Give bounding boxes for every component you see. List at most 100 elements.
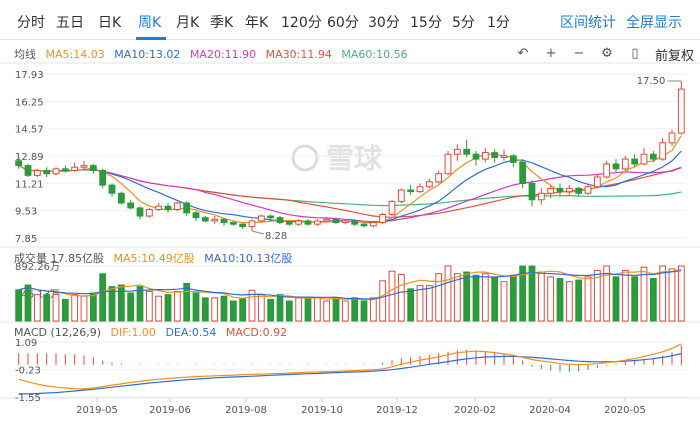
x-axis-label: 2020-05 <box>604 405 646 416</box>
candle-body <box>481 152 489 160</box>
candle-body <box>229 222 237 225</box>
volume-axis-label: 892.26万 <box>15 262 60 273</box>
volume-bar <box>463 271 471 322</box>
mobile-icon[interactable]: ▯ <box>631 46 639 61</box>
volume-bar <box>183 282 191 322</box>
volume-bar <box>211 297 219 322</box>
adjust-mode-button[interactable]: 前复权 <box>654 48 694 64</box>
candle-body <box>164 205 172 211</box>
volume-ma10-line <box>18 270 682 300</box>
volume-bar <box>397 273 405 322</box>
macd-dif-line <box>18 343 682 390</box>
candle-body <box>416 186 424 193</box>
candle-body <box>584 186 592 194</box>
candle-body <box>173 202 181 211</box>
volume-bar <box>668 268 676 322</box>
volume-bar <box>52 294 60 322</box>
macd-axis-label: -0.23 <box>15 366 41 377</box>
volume-bar <box>276 294 284 322</box>
plus-icon[interactable]: + <box>545 46 557 61</box>
ma-legend-title: 均线 <box>14 48 36 61</box>
candle-body <box>407 189 415 193</box>
candle-body <box>155 205 163 211</box>
candle-body <box>621 158 629 170</box>
volume-bar <box>565 281 573 322</box>
volume-bar <box>332 297 340 322</box>
volume-bar <box>659 265 667 322</box>
x-axis-label: 2019-05 <box>76 405 118 416</box>
volume-legend: 成交量 17.85亿股 MA5:10.49亿股 MA10:10.13亿股 <box>14 250 298 266</box>
tab-yearly-k[interactable]: 年K <box>245 15 269 31</box>
volume-bar <box>304 297 312 322</box>
candle-body <box>360 223 368 227</box>
ma20-line <box>18 165 682 223</box>
volume-bar <box>164 294 172 322</box>
candle-body <box>295 220 303 225</box>
candle-body <box>127 202 135 209</box>
candle-body <box>556 187 564 193</box>
tab-daily-k[interactable]: 日K <box>98 15 122 31</box>
candle-body <box>285 222 293 225</box>
minus-icon[interactable]: − <box>573 46 585 61</box>
tab-fenshi[interactable]: 分时 <box>17 15 45 31</box>
interval-stats-link[interactable]: 区间统计 <box>560 15 616 31</box>
volume-bar <box>117 284 125 322</box>
undo-icon[interactable]: ↶ <box>517 46 529 61</box>
volume-bar <box>155 295 163 322</box>
candle-body <box>453 148 461 155</box>
candle-body <box>257 215 265 222</box>
macd-axis-label: -1.55 <box>15 393 41 404</box>
volume-bar <box>509 274 517 322</box>
candle-body <box>565 187 573 193</box>
tab-quarterly-k[interactable]: 季K <box>210 15 234 31</box>
volume-bar <box>649 277 657 322</box>
chart-toolbar: ↶ + − ⚙ ▯ 前复权 <box>515 45 694 64</box>
candle-body <box>201 217 209 222</box>
volume-bar <box>99 273 107 322</box>
candle-body <box>24 165 32 176</box>
candle-body <box>80 165 88 168</box>
candle-body <box>444 153 452 175</box>
tab-60min[interactable]: 60分 <box>327 15 359 31</box>
volume-bar <box>519 265 527 322</box>
volume-bar <box>640 266 648 322</box>
candle-body <box>528 182 536 201</box>
tab-weekly-k[interactable]: 周K <box>138 15 162 31</box>
ma-legend: 均线 MA5:14.03 MA10:13.02 MA20:11.90 MA30:… <box>14 46 414 62</box>
candle-body <box>220 218 228 224</box>
max-price-label: 17.50 <box>637 76 666 87</box>
candle-body <box>631 158 639 165</box>
fullscreen-link[interactable]: 全屏显示 <box>626 15 682 31</box>
gear-icon[interactable]: ⚙ <box>601 46 613 61</box>
candle-body <box>500 155 508 158</box>
ma10-value: MA10:13.02 <box>114 48 181 61</box>
volume-bar <box>145 290 153 322</box>
price-axis-label: 17.93 <box>15 70 44 81</box>
candle-body <box>239 223 247 228</box>
candle-body <box>89 165 97 171</box>
x-axis-label: 2019-06 <box>149 405 191 416</box>
price-axis-label: 9.53 <box>15 207 37 218</box>
candle-body <box>519 161 527 184</box>
tab-five-day[interactable]: 五日 <box>56 15 84 31</box>
x-axis-label: 2019-10 <box>301 405 343 416</box>
tab-monthly-k[interactable]: 月K <box>176 15 200 31</box>
volume-bar <box>61 298 69 322</box>
tab-15min[interactable]: 15分 <box>410 15 442 31</box>
volume-bar <box>192 292 200 322</box>
tab-120min[interactable]: 120分 <box>281 15 322 31</box>
volume-bar <box>584 276 592 322</box>
volume-bar <box>257 294 265 322</box>
macd-value: MACD:0.92 <box>225 326 288 339</box>
tab-30min[interactable]: 30分 <box>368 15 400 31</box>
candle-body <box>108 184 116 194</box>
candle-body <box>463 148 471 155</box>
volume-bar <box>547 276 555 322</box>
watermark-logo-icon <box>291 144 319 172</box>
tab-1min[interactable]: 1分 <box>487 15 510 31</box>
candle-body <box>612 163 620 170</box>
tab-5min[interactable]: 5分 <box>452 15 475 31</box>
volume-bar <box>173 290 181 322</box>
volume-bar <box>500 281 508 322</box>
candle-body <box>15 160 23 167</box>
